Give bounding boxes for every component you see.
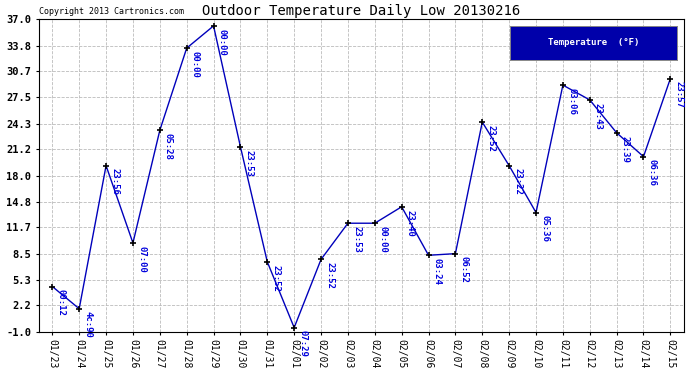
Text: 05:36: 05:36: [540, 215, 549, 242]
Text: 00:12: 00:12: [57, 289, 66, 316]
Text: 23:53: 23:53: [244, 150, 254, 176]
Text: 00:00: 00:00: [191, 51, 200, 78]
Text: 4c:90: 4c:90: [83, 312, 92, 338]
Text: 00:00: 00:00: [218, 29, 227, 56]
Text: 03:24: 03:24: [433, 258, 442, 285]
Text: 23:52: 23:52: [486, 125, 495, 152]
Text: 07:29: 07:29: [298, 330, 307, 357]
Text: 23:43: 23:43: [594, 103, 603, 129]
Text: 03:06: 03:06: [567, 88, 576, 115]
Text: Copyright 2013 Cartronics.com: Copyright 2013 Cartronics.com: [39, 7, 184, 16]
Text: 23:56: 23:56: [110, 168, 119, 195]
Text: 05:28: 05:28: [164, 133, 173, 160]
Text: 06:52: 06:52: [460, 256, 469, 283]
Text: 23:22: 23:22: [513, 168, 522, 195]
Text: 23:52: 23:52: [271, 265, 280, 291]
Text: 23:52: 23:52: [325, 262, 334, 289]
Title: Outdoor Temperature Daily Low 20130216: Outdoor Temperature Daily Low 20130216: [202, 4, 520, 18]
Text: 23:57: 23:57: [675, 81, 684, 108]
Text: 00:00: 00:00: [379, 226, 388, 253]
Text: 23:53: 23:53: [352, 226, 361, 253]
Text: 07:00: 07:00: [137, 246, 146, 273]
Text: 23:40: 23:40: [406, 210, 415, 236]
Text: 23:39: 23:39: [621, 136, 630, 162]
Text: 06:36: 06:36: [648, 159, 657, 186]
